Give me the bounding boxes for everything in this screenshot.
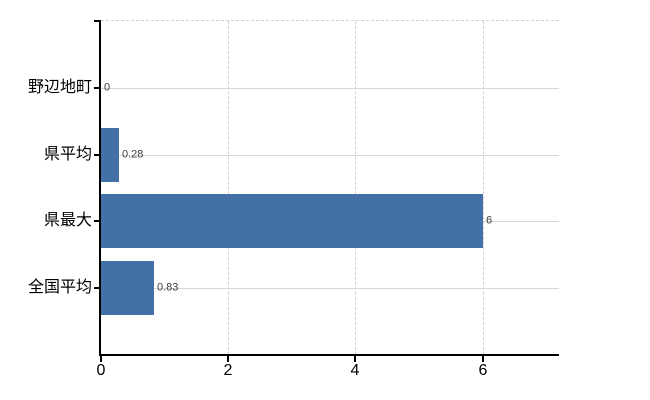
y-axis-tick: [94, 287, 101, 289]
x-axis-line: [99, 354, 559, 356]
x-axis-tick: [482, 356, 484, 362]
x-axis-tick: [354, 356, 356, 362]
bar: [101, 128, 119, 182]
x-axis-tick: [100, 356, 102, 362]
value-label: 6: [486, 214, 493, 227]
category-label: 野辺地町: [27, 78, 92, 96]
gridline-horizontal: [101, 288, 559, 289]
category-label: 全国平均: [27, 279, 92, 297]
gridline-vertical: [355, 21, 356, 355]
gridline-vertical: [483, 21, 484, 355]
gridline-horizontal: [101, 155, 559, 156]
value-label: 0.83: [157, 281, 179, 294]
x-tick-label: 0: [96, 362, 106, 379]
category-label: 県平均: [43, 145, 92, 163]
y-axis-tick: [94, 154, 101, 156]
gridline-vertical: [228, 21, 229, 355]
y-axis-top-tick: [94, 20, 101, 22]
bar: [101, 261, 154, 315]
y-axis-tick: [94, 220, 101, 222]
x-tick-label: 2: [223, 362, 233, 379]
x-axis-tick: [227, 356, 229, 362]
value-label: 0: [104, 81, 111, 94]
plot-top-border: [101, 20, 559, 21]
value-label: 0.28: [122, 148, 144, 161]
category-label: 県最大: [43, 212, 92, 230]
gridline-horizontal: [101, 88, 559, 89]
x-tick-label: 4: [350, 362, 360, 379]
y-axis-tick: [94, 87, 101, 89]
bar: [101, 194, 483, 248]
y-axis-line: [99, 21, 101, 355]
x-tick-label: 6: [478, 362, 488, 379]
